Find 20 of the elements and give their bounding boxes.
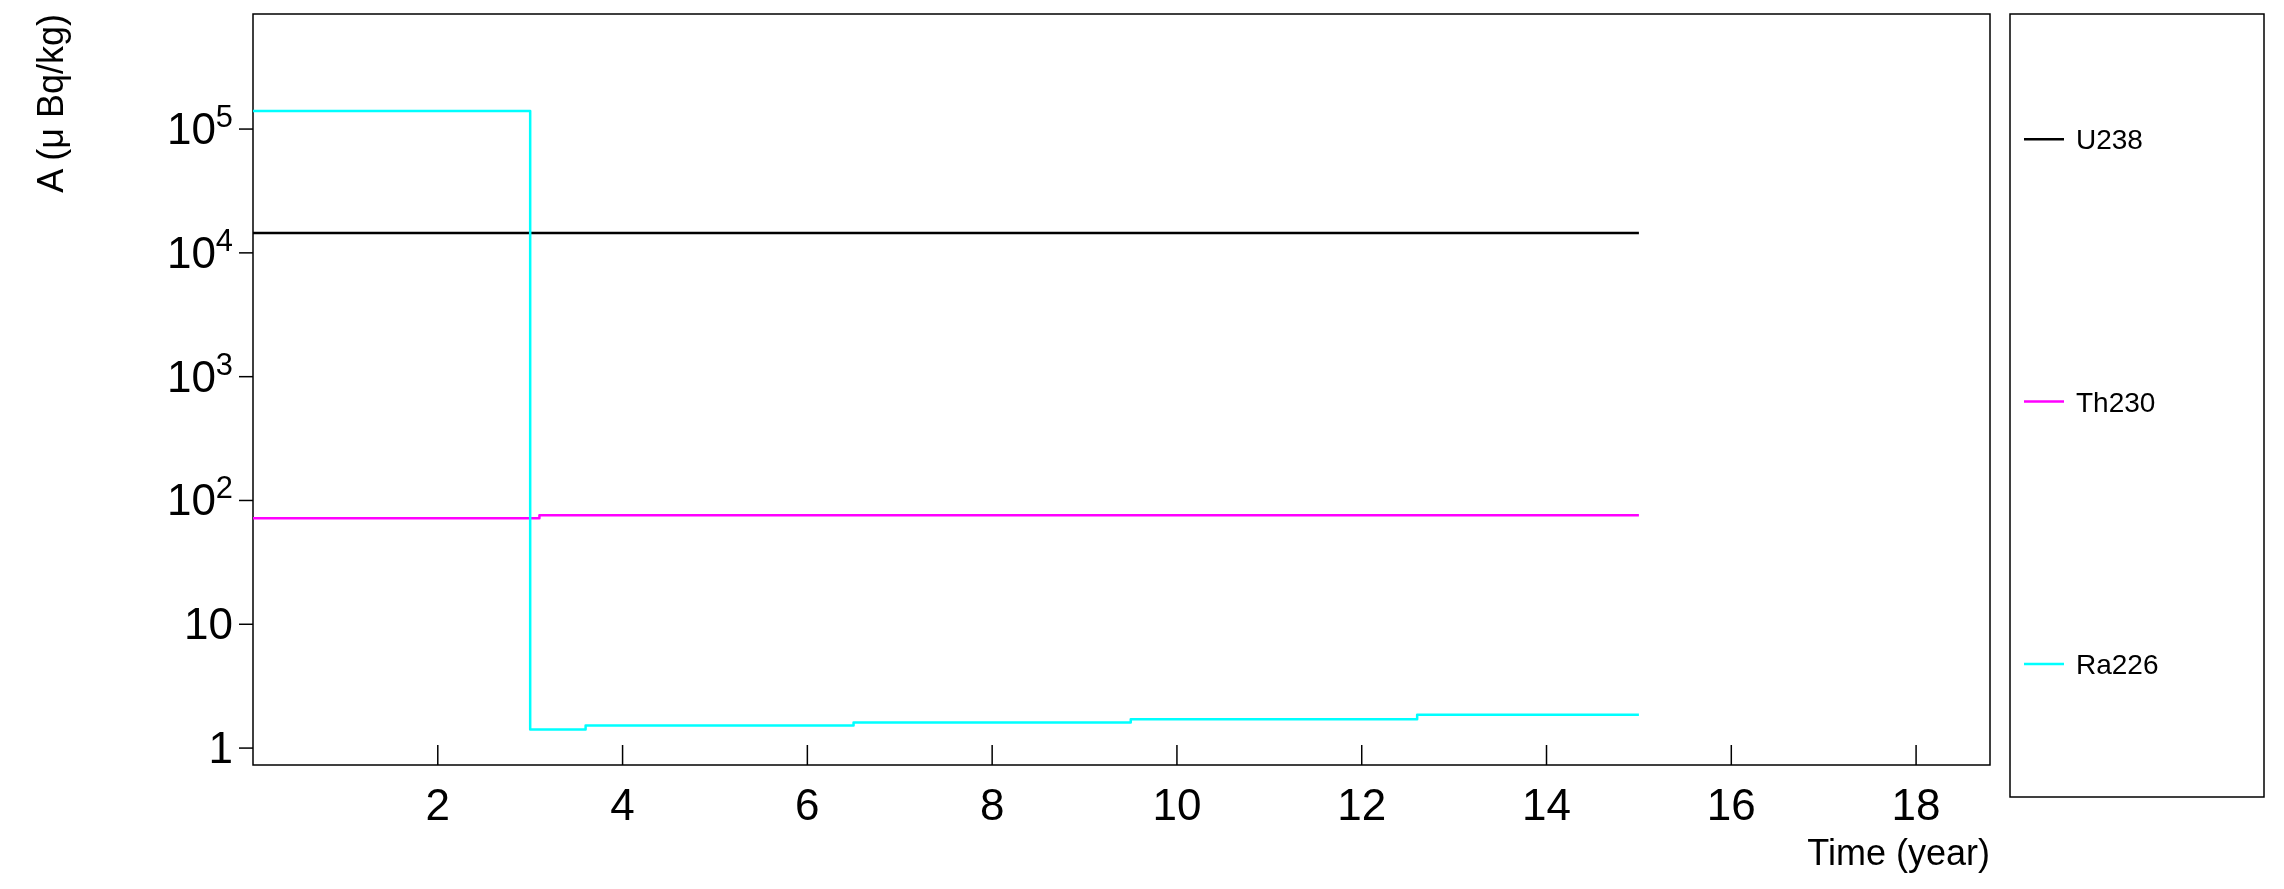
x-tick-label: 16 <box>1706 780 1756 829</box>
x-tick-label: 2 <box>425 780 451 829</box>
y-axis-title: A (μ Bq/kg) <box>30 14 71 193</box>
x-tick-label: 6 <box>795 780 820 829</box>
y-tick-label: 10$^{3}$ <box>166 346 233 401</box>
x-tick-label: 10 <box>1152 780 1202 829</box>
x-tick-label: 18 <box>1891 780 1941 829</box>
y-tick-label: 10$^{4}$ <box>166 222 233 277</box>
x-axis-title: Time (year) <box>1807 832 1990 873</box>
x-tick-label: 12 <box>1337 780 1387 829</box>
y-tick-label: 1 <box>208 723 233 773</box>
legend-label: Ra226 <box>2076 648 2159 680</box>
x-tick-label: 4 <box>610 780 635 829</box>
y-tick-label: 10$^{2}$ <box>166 469 233 525</box>
y-tick-label: 10$^{5}$ <box>166 98 233 154</box>
x-tick-label: 14 <box>1522 780 1571 829</box>
legend-label: Th230 <box>2076 386 2156 418</box>
y-tick-label: 10 <box>184 599 233 649</box>
x-tick-label: 8 <box>979 780 1005 829</box>
legend-label: U238 <box>2076 124 2143 156</box>
